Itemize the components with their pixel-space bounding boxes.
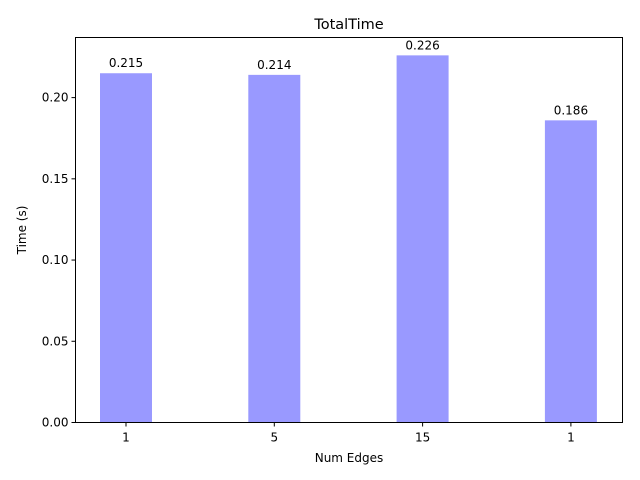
bar-value-label: 0.215 [109, 56, 143, 70]
bar-value-label: 0.214 [257, 58, 291, 72]
bar-value-label: 0.226 [405, 38, 439, 52]
y-tick-label: 0.10 [42, 253, 69, 267]
y-tick-label: 0.05 [42, 334, 69, 348]
plot-frame [75, 37, 623, 423]
y-axis-ticks: 0.00 0.05 0.10 0.15 0.20 [42, 91, 76, 430]
bar [544, 120, 597, 423]
y-axis-label: Time (s) [15, 206, 29, 256]
bar-value-label: 0.186 [554, 103, 588, 117]
bar [100, 73, 152, 423]
y-tick-label: 0.00 [42, 416, 69, 430]
value-labels-group: 0.215 0.214 0.226 0.186 [109, 38, 588, 117]
y-tick-label: 0.20 [42, 91, 69, 105]
x-tick-label: 15 [415, 431, 430, 445]
x-axis-ticks: 1 5 15 1 [122, 422, 575, 445]
bar [248, 74, 301, 423]
x-tick-label: 1 [567, 431, 575, 445]
bar [396, 55, 449, 423]
chart-title: TotalTime [313, 17, 383, 33]
x-axis-label: Num Edges [315, 451, 384, 465]
x-tick-label: 1 [122, 431, 130, 445]
y-tick-label: 0.15 [42, 172, 69, 186]
bars-group [100, 55, 597, 423]
x-tick-label: 5 [270, 431, 278, 445]
